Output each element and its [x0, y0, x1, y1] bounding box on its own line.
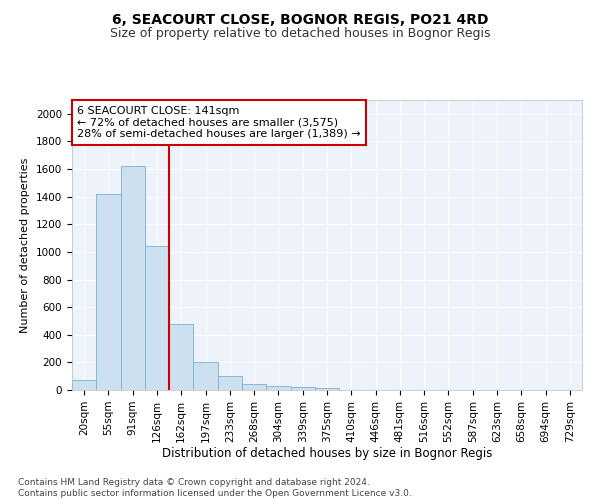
Text: 6 SEACOURT CLOSE: 141sqm
← 72% of detached houses are smaller (3,575)
28% of sem: 6 SEACOURT CLOSE: 141sqm ← 72% of detach… — [77, 106, 361, 139]
Bar — [121, 166, 145, 390]
Text: 6, SEACOURT CLOSE, BOGNOR REGIS, PO21 4RD: 6, SEACOURT CLOSE, BOGNOR REGIS, PO21 4R… — [112, 12, 488, 26]
Bar — [193, 362, 218, 390]
Bar — [315, 388, 339, 390]
Bar — [72, 380, 96, 390]
Text: Size of property relative to detached houses in Bognor Regis: Size of property relative to detached ho… — [110, 28, 490, 40]
Bar — [145, 246, 169, 390]
Bar — [218, 376, 242, 390]
Text: Contains HM Land Registry data © Crown copyright and database right 2024.
Contai: Contains HM Land Registry data © Crown c… — [18, 478, 412, 498]
Bar — [169, 324, 193, 390]
Bar — [96, 194, 121, 390]
Y-axis label: Number of detached properties: Number of detached properties — [20, 158, 31, 332]
X-axis label: Distribution of detached houses by size in Bognor Regis: Distribution of detached houses by size … — [162, 448, 492, 460]
Bar — [242, 384, 266, 390]
Bar — [266, 386, 290, 390]
Bar — [290, 387, 315, 390]
